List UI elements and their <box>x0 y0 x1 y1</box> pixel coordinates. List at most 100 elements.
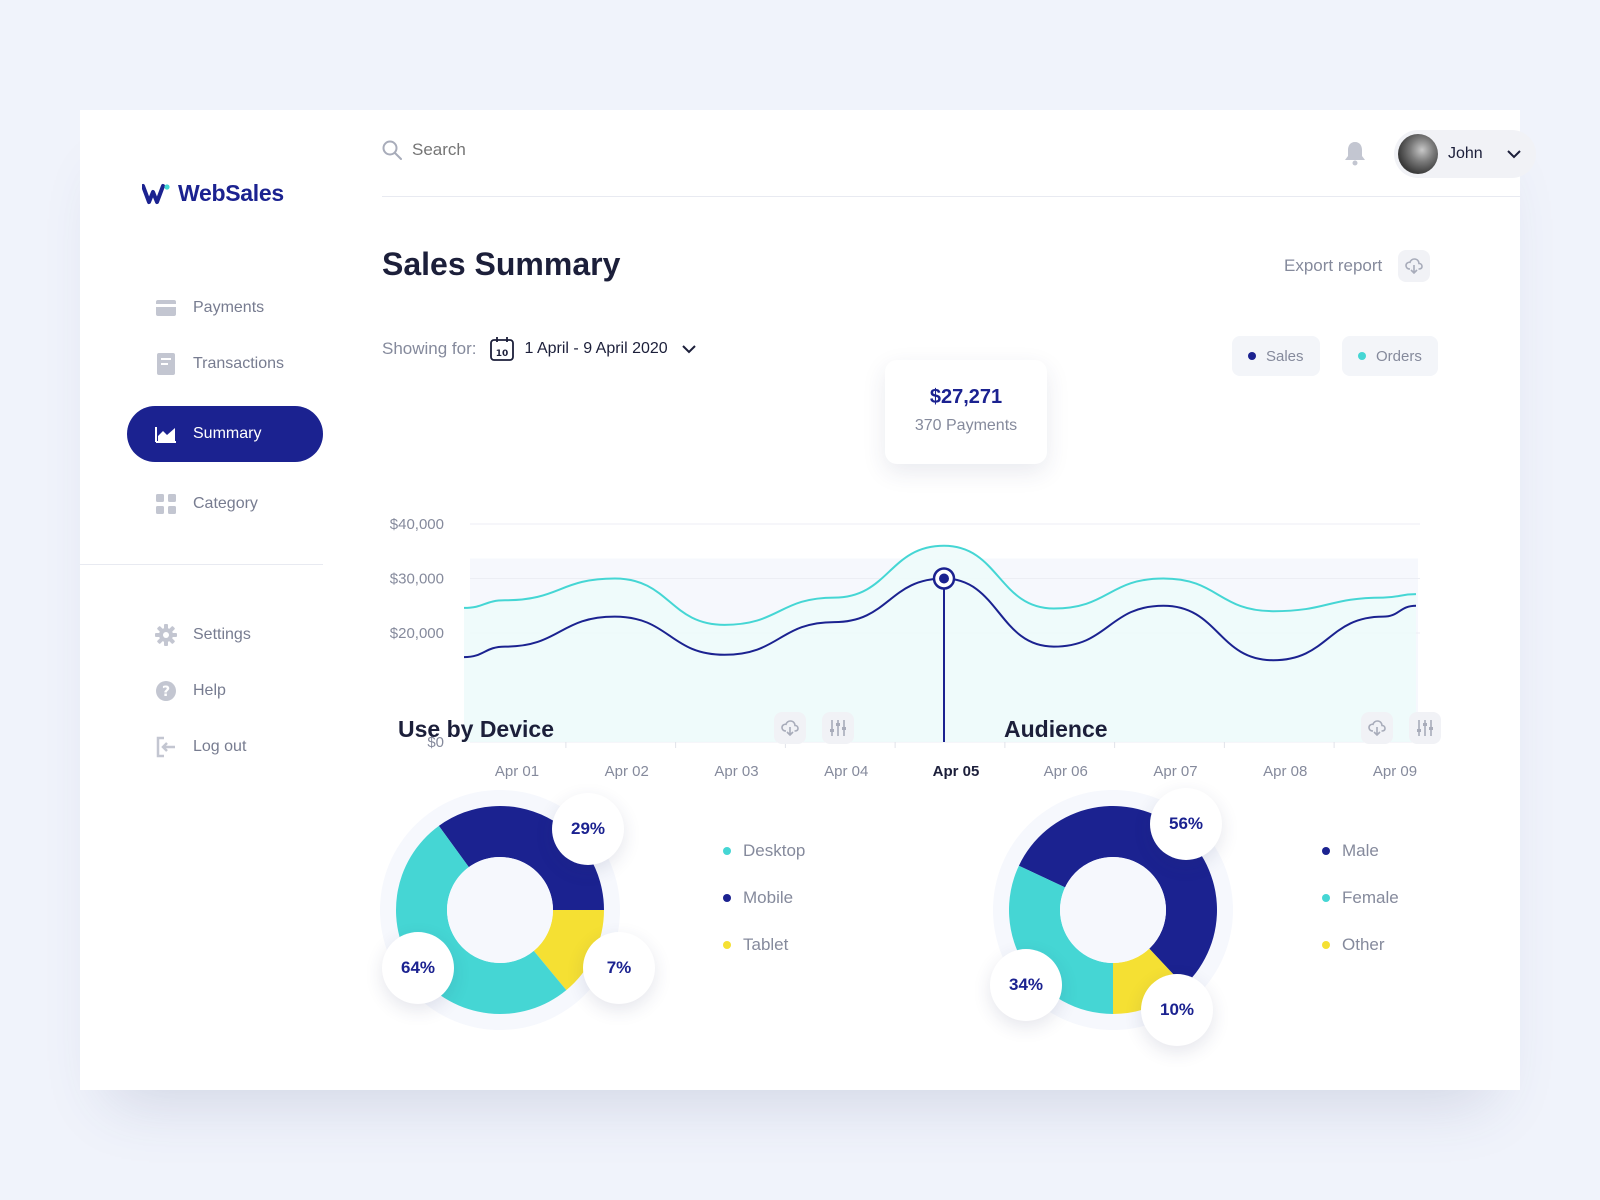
legend-dot <box>723 941 731 949</box>
audience-percent-label: 34% <box>990 949 1062 1021</box>
calendar-icon: 10 <box>489 337 514 361</box>
export-label: Export report <box>1284 256 1383 275</box>
search-input[interactable] <box>412 140 712 160</box>
legend-dot <box>1322 894 1330 902</box>
showing-label: Showing for: <box>382 339 477 358</box>
legend-item: Mobile <box>723 886 805 910</box>
user-name: John <box>1448 145 1483 162</box>
svg-text:?: ? <box>162 684 170 700</box>
help-icon: ? <box>155 680 177 702</box>
legend-label: Desktop <box>743 841 806 860</box>
receipt-icon <box>155 353 177 375</box>
sliders-icon <box>1417 720 1433 736</box>
audience-section-title: Audience <box>1004 716 1108 742</box>
logout-icon <box>155 736 177 758</box>
sidebar-item-label: Payments <box>193 299 265 316</box>
audience-percent-label: 10% <box>1141 974 1213 1046</box>
legend-label: Tablet <box>743 935 789 954</box>
legend-sales-toggle[interactable]: Sales <box>1232 336 1320 376</box>
x-tick-label: Apr 07 <box>1153 763 1197 780</box>
top-bar: John <box>382 110 1536 197</box>
legend-dot <box>1248 352 1256 360</box>
sidebar-secondary-nav: Settings ? Help Log out <box>127 607 323 775</box>
legend-orders-toggle[interactable]: Orders <box>1342 336 1438 376</box>
donut-hole <box>1060 857 1166 963</box>
y-tick-label: $20,000 <box>390 625 444 642</box>
x-tick-label: Apr 02 <box>605 763 649 780</box>
user-menu[interactable]: John <box>1394 130 1536 178</box>
sidebar-item-label: Transactions <box>193 355 284 372</box>
legend-label: Sales <box>1266 347 1304 365</box>
x-tick-label: Apr 09 <box>1373 763 1417 780</box>
app-logo[interactable]: WebSales <box>142 180 284 207</box>
chevron-down-icon <box>1506 149 1521 158</box>
legend-label: Mobile <box>743 888 794 907</box>
donut-slice <box>533 910 604 991</box>
x-tick-label: Apr 04 <box>824 763 868 780</box>
sidebar-item-category[interactable]: Category <box>127 476 323 532</box>
search-box[interactable] <box>382 140 712 160</box>
sliders-icon <box>830 720 846 736</box>
avatar <box>1398 134 1438 174</box>
x-tick-label: Apr 05 <box>933 763 980 780</box>
x-tick-label: Apr 06 <box>1044 763 1088 780</box>
bell-icon <box>1345 142 1365 166</box>
legend-dot <box>723 847 731 855</box>
sidebar-item-transactions[interactable]: Transactions <box>127 336 323 392</box>
legend-item: Tablet <box>723 933 805 957</box>
tooltip-value: $27,271 <box>929 386 1003 408</box>
audience-export-button[interactable] <box>1361 712 1393 744</box>
notification-button[interactable] <box>1344 140 1366 171</box>
device-percent-label: 29% <box>552 793 624 865</box>
x-tick-label: Apr 01 <box>495 763 539 780</box>
sidebar-item-label: Category <box>193 495 258 512</box>
audience-percent-label: 56% <box>1150 788 1222 860</box>
device-legend: Desktop Mobile Tablet <box>723 839 805 980</box>
device-filter-button[interactable] <box>822 712 854 744</box>
legend-item: Desktop <box>723 839 805 863</box>
date-filter: Showing for: 10 1 April - 9 April 2020 <box>382 336 696 362</box>
legend-label: Female <box>1342 888 1399 907</box>
legend-item: Male <box>1322 839 1399 863</box>
cloud-download-icon <box>1405 258 1424 274</box>
legend-dot <box>723 894 731 902</box>
sidebar-item-label: Log out <box>193 738 247 755</box>
sales-line-chart: $0 $20,000 $30,000 $40,000 Apr 01 Apr 02 Apr 0… <box>390 516 1420 780</box>
grid-icon <box>155 493 177 515</box>
sidebar-item-label: Help <box>193 682 226 699</box>
orders-series-line <box>463 544 1417 626</box>
chart-tooltip: $27,271 370 Payments <box>885 360 1047 464</box>
device-percent-label: 7% <box>583 932 655 1004</box>
audience-legend: Male Female Other <box>1322 839 1399 980</box>
dashboard-card: WebSales Payments Transactions Summary <box>80 110 1536 1090</box>
chevron-down-icon[interactable] <box>681 344 696 354</box>
export-report-button[interactable]: Export report <box>1284 250 1431 282</box>
legend-item: Other <box>1322 933 1399 957</box>
legend-label: Orders <box>1376 347 1422 365</box>
donut-hole <box>447 857 553 963</box>
legend-label: Other <box>1342 935 1385 954</box>
sidebar-item-help[interactable]: ? Help <box>127 663 323 719</box>
sidebar-item-logout[interactable]: Log out <box>127 719 323 775</box>
sidebar-item-summary[interactable]: Summary <box>127 406 323 462</box>
audience-filter-button[interactable] <box>1409 712 1441 744</box>
orders-area <box>464 545 1416 742</box>
gear-icon <box>155 624 177 646</box>
tooltip-subtitle: 370 Payments <box>914 417 1018 434</box>
sidebar-item-settings[interactable]: Settings <box>127 607 323 663</box>
card-icon <box>155 297 177 319</box>
device-export-button[interactable] <box>774 712 806 744</box>
area-chart-icon <box>155 423 177 445</box>
sidebar-nav: Payments Transactions Summary Category <box>127 280 323 532</box>
date-range-select[interactable]: 1 April - 9 April 2020 <box>524 340 668 357</box>
x-tick-label: Apr 08 <box>1263 763 1307 780</box>
sidebar-item-payments[interactable]: Payments <box>127 280 323 336</box>
legend-dot <box>1358 352 1366 360</box>
legend-dot <box>1322 941 1330 949</box>
legend-item: Female <box>1322 886 1399 910</box>
y-tick-label: $30,000 <box>390 571 444 588</box>
export-icon-button[interactable] <box>1398 250 1431 282</box>
device-section-title: Use by Device <box>398 716 554 742</box>
legend-dot <box>1322 847 1330 855</box>
sidebar-divider <box>80 564 323 565</box>
